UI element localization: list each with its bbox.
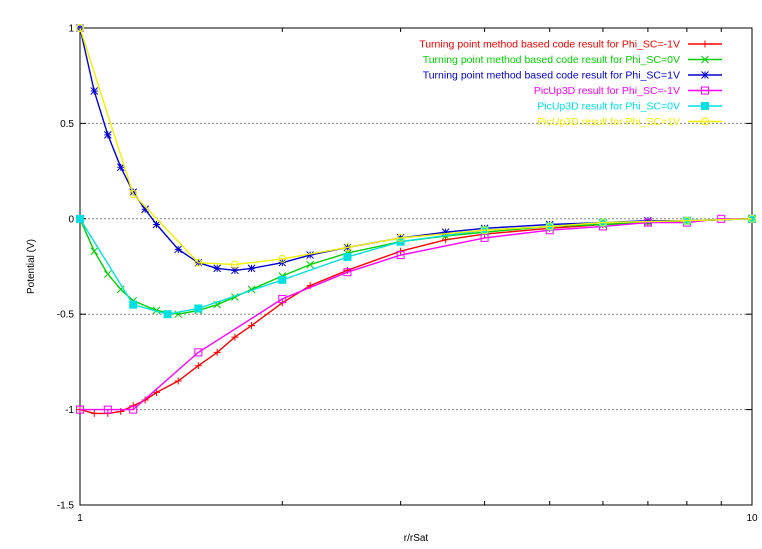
y-axis-label: Potential (V) xyxy=(26,239,37,294)
data-point xyxy=(343,268,352,277)
data-point xyxy=(701,71,709,79)
data-point xyxy=(701,117,709,126)
data-point xyxy=(103,405,112,414)
data-point xyxy=(152,306,161,315)
y-tick-label: 1 xyxy=(68,24,74,35)
data-point xyxy=(248,322,256,330)
data-point xyxy=(701,86,709,95)
legend-entry: PicUp3D result for Phi_SC=-1V xyxy=(534,85,722,97)
data-point xyxy=(748,214,756,223)
data-point xyxy=(480,233,489,242)
y-tick-label: -1.5 xyxy=(57,501,75,512)
data-point xyxy=(442,236,450,244)
data-point xyxy=(194,304,203,313)
data-point xyxy=(230,260,239,269)
y-tick-label: 0 xyxy=(68,214,74,225)
data-point xyxy=(396,251,405,260)
legend-entry: Turning point method based code result f… xyxy=(423,54,722,66)
data-point xyxy=(701,40,709,48)
data-point xyxy=(644,216,652,225)
grid-lines xyxy=(80,122,752,411)
data-point xyxy=(194,258,203,267)
x-axis-label: r/rSat xyxy=(404,533,429,544)
data-point xyxy=(480,226,489,235)
series-line xyxy=(79,218,753,315)
data-point xyxy=(90,87,99,95)
legend-label: PicUp3D result for Phi_SC=1V xyxy=(537,116,680,128)
data-point xyxy=(163,310,172,319)
data-point xyxy=(306,251,314,259)
data-point xyxy=(598,218,607,227)
series-line xyxy=(79,27,753,266)
series-6 xyxy=(76,24,756,269)
data-point xyxy=(278,254,287,263)
data-point xyxy=(141,205,149,214)
plot-frame xyxy=(79,27,753,506)
data-point xyxy=(116,285,125,294)
data-point xyxy=(343,243,352,252)
data-point xyxy=(278,294,287,303)
legend-label: PicUp3D result for Phi_SC=-1V xyxy=(534,85,680,97)
data-point xyxy=(116,163,125,172)
series-line xyxy=(80,218,752,411)
data-point xyxy=(194,348,203,357)
data-point xyxy=(174,377,182,385)
y-tick-label: -1 xyxy=(65,405,74,416)
data-point xyxy=(213,348,221,356)
legend-entry: Turning point method based code result f… xyxy=(419,39,722,51)
data-point xyxy=(129,189,138,198)
data-point xyxy=(306,260,314,269)
data-point xyxy=(545,222,554,231)
data-point xyxy=(103,270,112,278)
series-2 xyxy=(76,214,756,319)
series-layer xyxy=(76,24,756,417)
data-point xyxy=(231,266,239,275)
data-point xyxy=(141,396,149,404)
data-point xyxy=(343,252,352,261)
data-point xyxy=(701,102,709,110)
data-point xyxy=(682,216,691,225)
data-point xyxy=(90,247,99,256)
data-point xyxy=(153,388,161,396)
data-point xyxy=(129,405,138,414)
x-tick-label: 10 xyxy=(746,513,758,524)
data-point xyxy=(231,333,239,341)
data-point xyxy=(213,264,222,273)
y-tick-label: -0.5 xyxy=(57,310,75,321)
legend-label: Turning point method based code result f… xyxy=(423,54,680,66)
data-point xyxy=(152,220,161,229)
legend-label: PicUp3D result for Phi_SC=0V xyxy=(537,101,680,113)
legend-entry: PicUp3D result for Phi_SC=0V xyxy=(537,101,722,113)
legend-entry: PicUp3D result for Phi_SC=1V xyxy=(537,116,722,128)
data-point xyxy=(278,275,287,284)
x-tick-label: 1 xyxy=(77,513,83,524)
data-point xyxy=(103,130,112,139)
series-5 xyxy=(76,214,756,319)
data-point xyxy=(194,362,202,370)
series-line xyxy=(79,218,753,315)
legend-label: Turning point method based code result f… xyxy=(423,70,680,82)
data-point xyxy=(701,55,709,64)
data-point xyxy=(174,245,183,254)
data-point xyxy=(129,300,138,309)
y-tick-label: 0.5 xyxy=(60,119,74,130)
data-point xyxy=(76,214,84,223)
data-point xyxy=(396,233,405,242)
data-point xyxy=(90,409,98,417)
data-point xyxy=(717,214,726,223)
legend: Turning point method based code result f… xyxy=(419,39,722,128)
data-point xyxy=(247,264,256,273)
data-point xyxy=(76,24,84,32)
axis-ticks: 10.50-0.5-1-1.51 10 xyxy=(57,24,758,525)
series-1 xyxy=(76,215,756,417)
data-point xyxy=(643,218,652,227)
legend-entry: Turning point method based code result f… xyxy=(423,70,722,82)
data-point xyxy=(76,405,84,414)
legend-label: Turning point method based code result f… xyxy=(419,39,680,51)
data-point xyxy=(441,228,450,237)
